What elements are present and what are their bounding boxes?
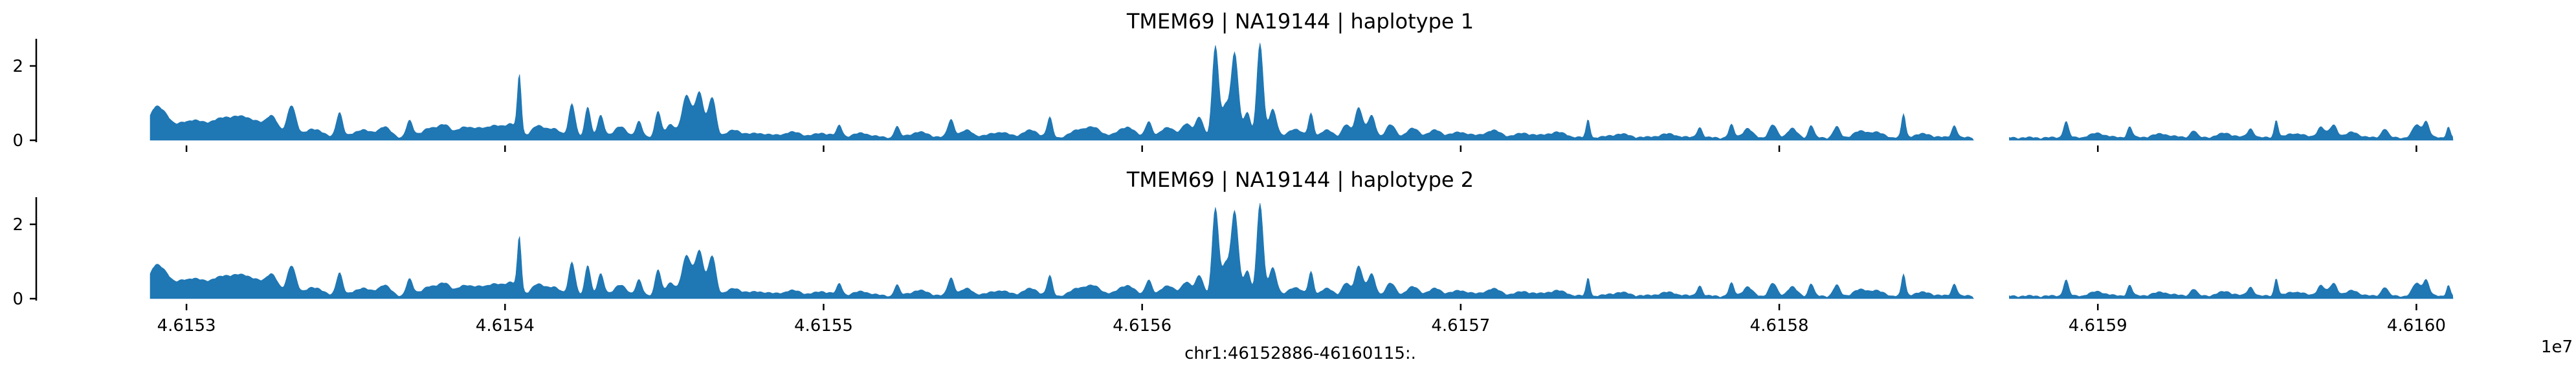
- panel-2-title: TMEM69 | NA19144 | haplotype 2: [1126, 167, 1474, 192]
- x-tick-label-3: 4.6156: [1113, 316, 1171, 336]
- x-tick-label-7: 4.6160: [2387, 316, 2446, 336]
- panel-2-x-ticks: [185, 304, 2417, 310]
- panel-haplotype-1: TMEM69 | NA19144 | haplotype 1 2 0: [12, 9, 2454, 152]
- panel-2-coverage-area: [150, 203, 2454, 299]
- x-tick-label-2: 4.6155: [794, 316, 853, 336]
- panel-1-y-tick-label-2: 2: [12, 57, 23, 76]
- x-axis-label: chr1:46152886-46160115:.: [1184, 344, 1416, 363]
- x-tick-label-1: 4.6154: [476, 316, 535, 336]
- x-tick-labels: 4.6153 4.6154 4.6155 4.6156 4.6157 4.6158 4.61…: [157, 316, 2446, 336]
- panel-haplotype-2: TMEM69 | NA19144 | haplotype 2 2 0 4.615…: [12, 167, 2454, 336]
- panel-1-coverage-area: [150, 43, 2454, 141]
- panel-2-y-tick-label-2: 2: [12, 215, 23, 235]
- panel-1-y-tick-label-0: 0: [12, 131, 23, 151]
- x-tick-label-5: 4.6158: [1750, 316, 1809, 336]
- x-tick-label-4: 4.6157: [1431, 316, 1490, 336]
- x-tick-label-0: 4.6153: [157, 316, 216, 336]
- panel-1-title: TMEM69 | NA19144 | haplotype 1: [1126, 9, 1474, 34]
- x-tick-label-6: 4.6159: [2069, 316, 2127, 336]
- x-axis-offset-label: 1e7: [2541, 337, 2573, 357]
- panel-2-y-tick-label-0: 0: [12, 290, 23, 309]
- panel-1-x-ticks: [185, 145, 2417, 152]
